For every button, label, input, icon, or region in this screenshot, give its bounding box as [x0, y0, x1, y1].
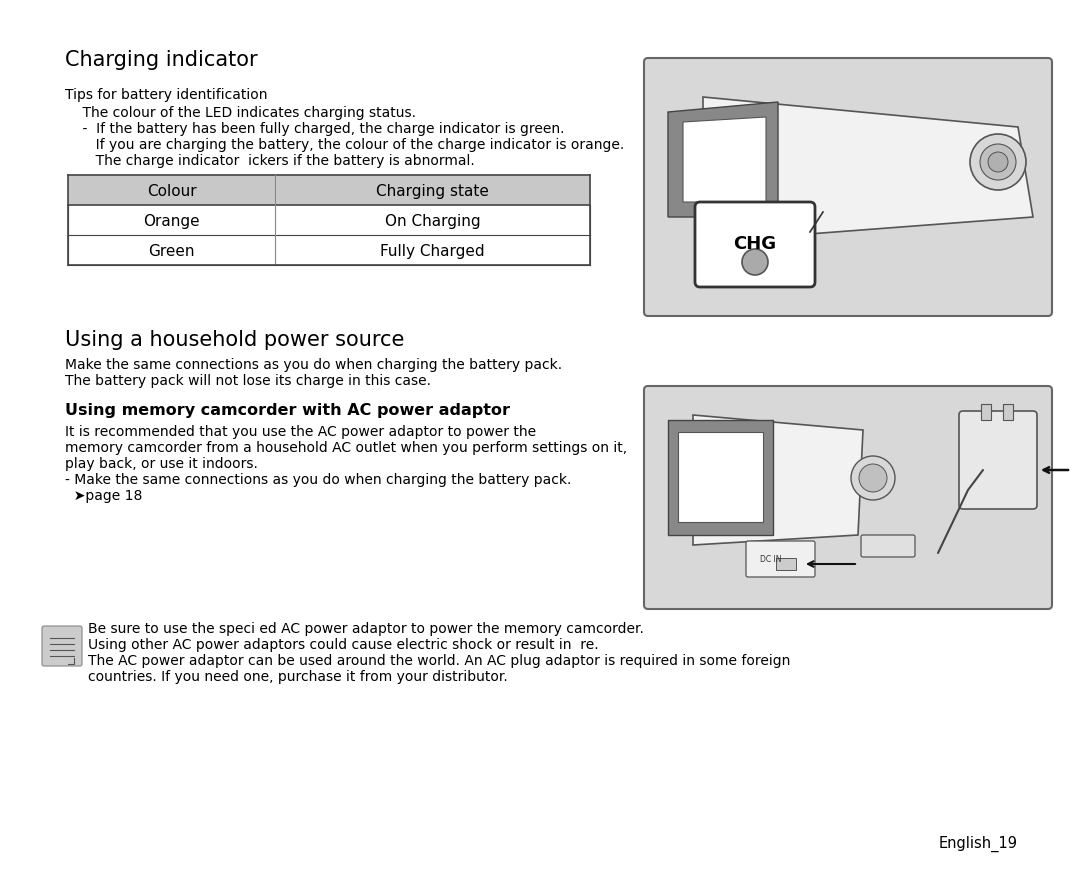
FancyBboxPatch shape — [861, 535, 915, 557]
Text: It is recommended that you use the AC power adaptor to power the: It is recommended that you use the AC po… — [65, 425, 536, 439]
FancyBboxPatch shape — [644, 386, 1052, 609]
Text: The AC power adaptor can be used around the world. An AC plug adaptor is require: The AC power adaptor can be used around … — [87, 654, 791, 668]
Circle shape — [988, 152, 1008, 172]
Circle shape — [851, 456, 895, 500]
Circle shape — [742, 249, 768, 275]
Text: Be sure to use the speci ed AC power adaptor to power the memory camcorder.: Be sure to use the speci ed AC power ada… — [87, 622, 644, 636]
Bar — [68, 175, 590, 205]
FancyBboxPatch shape — [644, 58, 1052, 316]
Text: - Make the same connections as you do when charging the battery pack.: - Make the same connections as you do wh… — [65, 473, 571, 487]
Text: If you are charging the battery, the colour of the charge indicator is orange.: If you are charging the battery, the col… — [65, 138, 624, 152]
Text: On Charging: On Charging — [384, 214, 481, 229]
Text: CHG: CHG — [733, 235, 777, 253]
Text: memory camcorder from a household AC outlet when you perform settings on it,: memory camcorder from a household AC out… — [65, 441, 627, 455]
Text: Charging state: Charging state — [376, 184, 489, 199]
Text: play back, or use it indoors.: play back, or use it indoors. — [65, 457, 258, 471]
Circle shape — [980, 144, 1016, 180]
Bar — [777, 558, 796, 570]
FancyBboxPatch shape — [42, 626, 82, 666]
Polygon shape — [678, 432, 762, 522]
Text: Colour: Colour — [147, 184, 197, 199]
Text: The battery pack will not lose its charge in this case.: The battery pack will not lose its charg… — [65, 374, 431, 388]
Text: Using other AC power adaptors could cause electric shock or result in  re.: Using other AC power adaptors could caus… — [87, 638, 598, 652]
Text: -  If the battery has been fully charged, the charge indicator is green.: - If the battery has been fully charged,… — [65, 122, 565, 136]
FancyBboxPatch shape — [696, 202, 815, 287]
Text: The colour of the LED indicates charging status.: The colour of the LED indicates charging… — [65, 106, 416, 120]
Bar — [1003, 404, 1013, 420]
Text: Fully Charged: Fully Charged — [380, 244, 485, 259]
Text: countries. If you need one, purchase it from your distributor.: countries. If you need one, purchase it … — [87, 670, 508, 684]
FancyBboxPatch shape — [746, 541, 815, 577]
Circle shape — [859, 464, 887, 492]
Text: Green: Green — [148, 244, 194, 259]
Text: Using a household power source: Using a household power source — [65, 330, 404, 350]
Polygon shape — [683, 117, 766, 202]
Text: Tips for battery identification: Tips for battery identification — [65, 88, 268, 102]
Text: Make the same connections as you do when charging the battery pack.: Make the same connections as you do when… — [65, 358, 562, 372]
Text: ➤page 18: ➤page 18 — [65, 489, 143, 503]
Text: Charging indicator: Charging indicator — [65, 50, 258, 70]
Circle shape — [970, 134, 1026, 190]
Text: Using memory camcorder with AC power adaptor: Using memory camcorder with AC power ada… — [65, 403, 510, 418]
Text: English_19: English_19 — [939, 836, 1018, 852]
Text: Orange: Orange — [144, 214, 200, 229]
Polygon shape — [669, 102, 778, 217]
Polygon shape — [669, 420, 773, 535]
Polygon shape — [693, 415, 863, 545]
Polygon shape — [703, 97, 1032, 242]
Text: The charge indicator  ickers if the battery is abnormal.: The charge indicator ickers if the batte… — [65, 154, 475, 168]
Text: DC IN: DC IN — [760, 555, 782, 564]
FancyBboxPatch shape — [959, 411, 1037, 509]
Bar — [981, 404, 991, 420]
